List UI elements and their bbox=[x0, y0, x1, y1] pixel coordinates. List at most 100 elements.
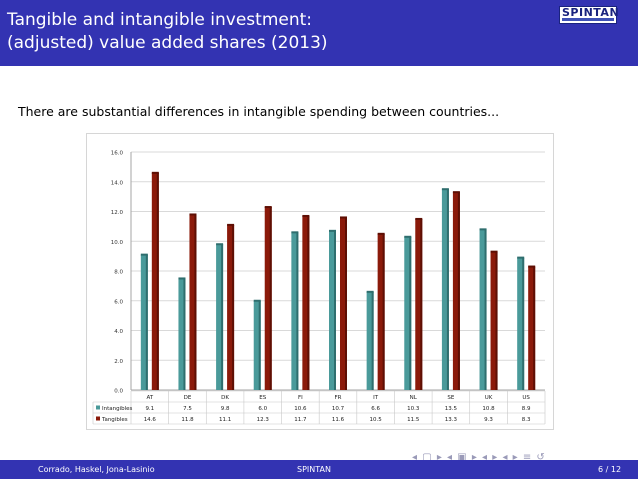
bar-top bbox=[377, 232, 385, 235]
bar-tangibles bbox=[528, 266, 536, 390]
data-label: 10.6 bbox=[294, 406, 307, 412]
bar-intangibles bbox=[479, 229, 487, 390]
data-label: 11.6 bbox=[332, 417, 345, 423]
bar-intangibles bbox=[441, 189, 449, 390]
bar-shade bbox=[409, 236, 412, 390]
bar-intangibles bbox=[517, 257, 525, 390]
slide-title-line-1: Tangible and intangible investment: bbox=[7, 10, 313, 30]
bar-shade bbox=[156, 172, 159, 390]
bar-tangibles bbox=[415, 218, 423, 390]
bar-shade bbox=[533, 266, 536, 390]
bar-shade bbox=[145, 254, 148, 390]
legend-label: Intangibles bbox=[102, 406, 133, 412]
bar-shade bbox=[258, 300, 261, 390]
bar-top bbox=[340, 216, 347, 219]
data-label: 6.0 bbox=[258, 406, 267, 412]
x-tick-label: NL bbox=[410, 395, 418, 401]
bar-top bbox=[452, 191, 460, 194]
beamer-navigation[interactable]: ◂ ▢ ▸ ◂ ▣ ▸ ◂ ▸ ◂ ▸ ≡ ↺ bbox=[412, 452, 546, 463]
bar-top bbox=[329, 229, 336, 232]
bar-tangibles bbox=[189, 214, 197, 390]
x-tick-label: FI bbox=[298, 395, 303, 401]
y-tick-label: 0.0 bbox=[114, 389, 123, 395]
bar-shade bbox=[296, 232, 299, 390]
footer-authors: Corrado, Haskel, Jona-Lasinio bbox=[38, 465, 155, 474]
footer-project: SPINTAN bbox=[297, 465, 331, 474]
legend-swatch bbox=[96, 416, 100, 421]
bar-intangibles bbox=[216, 244, 224, 390]
data-label: 13.3 bbox=[445, 417, 458, 423]
bar-top bbox=[189, 213, 197, 216]
data-label: 13.5 bbox=[445, 406, 458, 412]
data-label: 10.5 bbox=[370, 417, 383, 423]
x-tick-label: DK bbox=[221, 395, 229, 401]
data-label: 9.3 bbox=[484, 417, 493, 423]
data-label: 10.3 bbox=[407, 406, 420, 412]
y-tick-label: 16.0 bbox=[111, 151, 124, 157]
bar-shade bbox=[382, 233, 385, 390]
data-label: 8.9 bbox=[522, 406, 531, 412]
slide-footer: Corrado, Haskel, Jona-Lasinio SPINTAN 6 … bbox=[0, 460, 638, 479]
x-tick-label: SE bbox=[447, 395, 454, 401]
bar-top bbox=[151, 171, 159, 174]
x-tick-label: US bbox=[522, 395, 530, 401]
data-label: 9.8 bbox=[221, 406, 230, 412]
bar-top bbox=[528, 265, 536, 268]
x-tick-label: DE bbox=[184, 395, 192, 401]
bar-shade bbox=[232, 224, 235, 390]
bar-intangibles bbox=[291, 232, 299, 390]
bar-shade bbox=[307, 215, 310, 390]
data-label: 7.5 bbox=[183, 406, 192, 412]
bar-shade bbox=[420, 218, 423, 390]
bar-top bbox=[227, 223, 235, 226]
data-label: 11.5 bbox=[407, 417, 420, 423]
y-tick-label: 8.0 bbox=[114, 270, 123, 276]
bar-shade bbox=[457, 192, 460, 390]
slide-header: Tangible and intangible investment: (adj… bbox=[0, 0, 638, 66]
x-tick-label: FR bbox=[335, 395, 342, 401]
bar-shade bbox=[345, 217, 347, 390]
bar-shade bbox=[183, 278, 186, 390]
x-tick-label: UK bbox=[485, 395, 493, 401]
bar-shade bbox=[484, 229, 487, 390]
bar-top bbox=[216, 243, 224, 246]
x-tick-label: IT bbox=[373, 395, 379, 401]
logo-text: SPINTAN bbox=[562, 6, 620, 19]
legend-label: Tangibles bbox=[101, 417, 128, 423]
bar-shade bbox=[334, 230, 336, 390]
footer-page-number: 6 / 12 bbox=[598, 465, 622, 474]
bar-intangibles bbox=[140, 254, 148, 390]
bar-shade bbox=[522, 257, 525, 390]
bar-tangibles bbox=[490, 251, 498, 390]
bar-top bbox=[415, 217, 423, 220]
bar-top bbox=[302, 214, 310, 217]
bar-intangibles bbox=[404, 236, 412, 390]
bar-top bbox=[366, 290, 374, 293]
bar-intangibles bbox=[253, 300, 261, 390]
bar-top bbox=[140, 253, 148, 256]
y-tick-label: 14.0 bbox=[111, 180, 124, 186]
x-tick-label: ES bbox=[259, 395, 266, 401]
slide-title-line-2: (adjusted) value added shares (2013) bbox=[7, 33, 328, 53]
bar-intangibles bbox=[178, 278, 186, 390]
bar-tangibles bbox=[151, 172, 159, 390]
data-label: 8.3 bbox=[522, 417, 531, 423]
bar-shade bbox=[194, 214, 197, 390]
bar-top bbox=[291, 231, 299, 234]
y-tick-label: 10.0 bbox=[111, 240, 124, 246]
data-label: 10.7 bbox=[332, 406, 345, 412]
data-label: 11.7 bbox=[294, 417, 307, 423]
bar-tangibles bbox=[302, 215, 310, 390]
bar-top bbox=[264, 206, 272, 209]
bar-tangibles bbox=[452, 192, 460, 390]
bar-chart-svg: 0.0 2.0 4.0 6.0 8.0 10.0 12.0 14.0 16.0 AT 9.1 14.6… bbox=[92, 151, 546, 425]
bar-chart: 0.0 2.0 4.0 6.0 8.0 10.0 12.0 14.0 16.0 AT 9.1 14.6… bbox=[86, 133, 554, 430]
spintan-logo: SPINTAN bbox=[559, 6, 620, 24]
data-label: 11.8 bbox=[181, 417, 194, 423]
bar-top bbox=[441, 188, 449, 191]
legend-swatch bbox=[96, 405, 100, 410]
bar-shade bbox=[446, 189, 449, 390]
data-label: 12.3 bbox=[257, 417, 270, 423]
bar-shade bbox=[495, 251, 498, 390]
bar-top bbox=[404, 235, 412, 238]
